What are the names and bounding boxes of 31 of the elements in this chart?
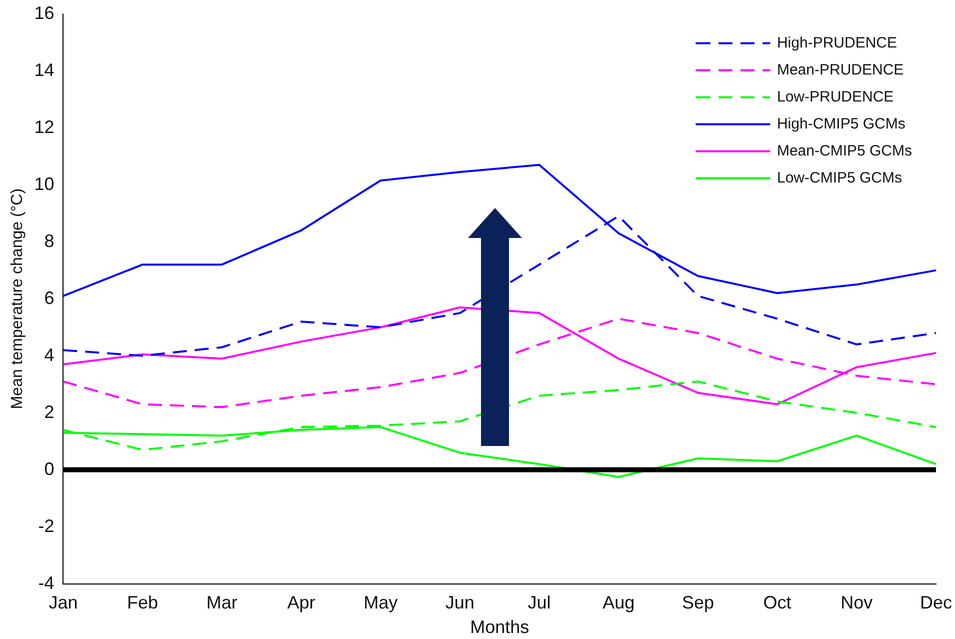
y-tick-label: 2 — [44, 402, 54, 422]
x-tick-label: Nov — [840, 592, 873, 613]
legend-label: Low-CMIP5 GCMs — [776, 169, 902, 186]
y-tick-label: 8 — [44, 230, 54, 251]
y-tick-label: 6 — [44, 288, 54, 308]
y-axis-title: Mean temperature change (°C) — [9, 188, 26, 410]
y-tick-label: -2 — [38, 516, 54, 536]
y-tick-label: 10 — [34, 174, 54, 194]
legend-label: Low-PRUDENCE — [776, 88, 894, 106]
x-tick-label: Oct — [763, 592, 792, 613]
x-tick-label: Aug — [602, 592, 635, 613]
y-tick-label: 12 — [34, 116, 54, 137]
y-tick-label: 16 — [34, 2, 54, 23]
x-tick-label: Dec — [920, 592, 952, 613]
y-tick-label: -4 — [38, 572, 54, 593]
x-tick-label: Jan — [48, 592, 78, 613]
legend-label: Mean-PRUDENCE — [776, 61, 904, 78]
legend-label: High-PRUDENCE — [776, 34, 898, 52]
x-tick-label: Sep — [682, 592, 714, 613]
x-tick-label: Feb — [127, 592, 158, 613]
x-tick-label: Jun — [445, 592, 474, 613]
legend-label: Mean-CMIP5 GCMs — [776, 142, 912, 160]
x-tick-label: Mar — [206, 592, 238, 613]
legend-label: High-CMIP5 GCMs — [776, 115, 906, 132]
y-tick-label: 0 — [44, 458, 54, 479]
x-tick-label: Apr — [287, 592, 316, 613]
x-tick-label: May — [364, 592, 398, 613]
y-tick-label: 4 — [44, 344, 54, 365]
x-tick-label: Jul — [528, 592, 551, 613]
y-tick-label: 14 — [34, 60, 54, 80]
x-axis-title: Months — [470, 617, 530, 638]
